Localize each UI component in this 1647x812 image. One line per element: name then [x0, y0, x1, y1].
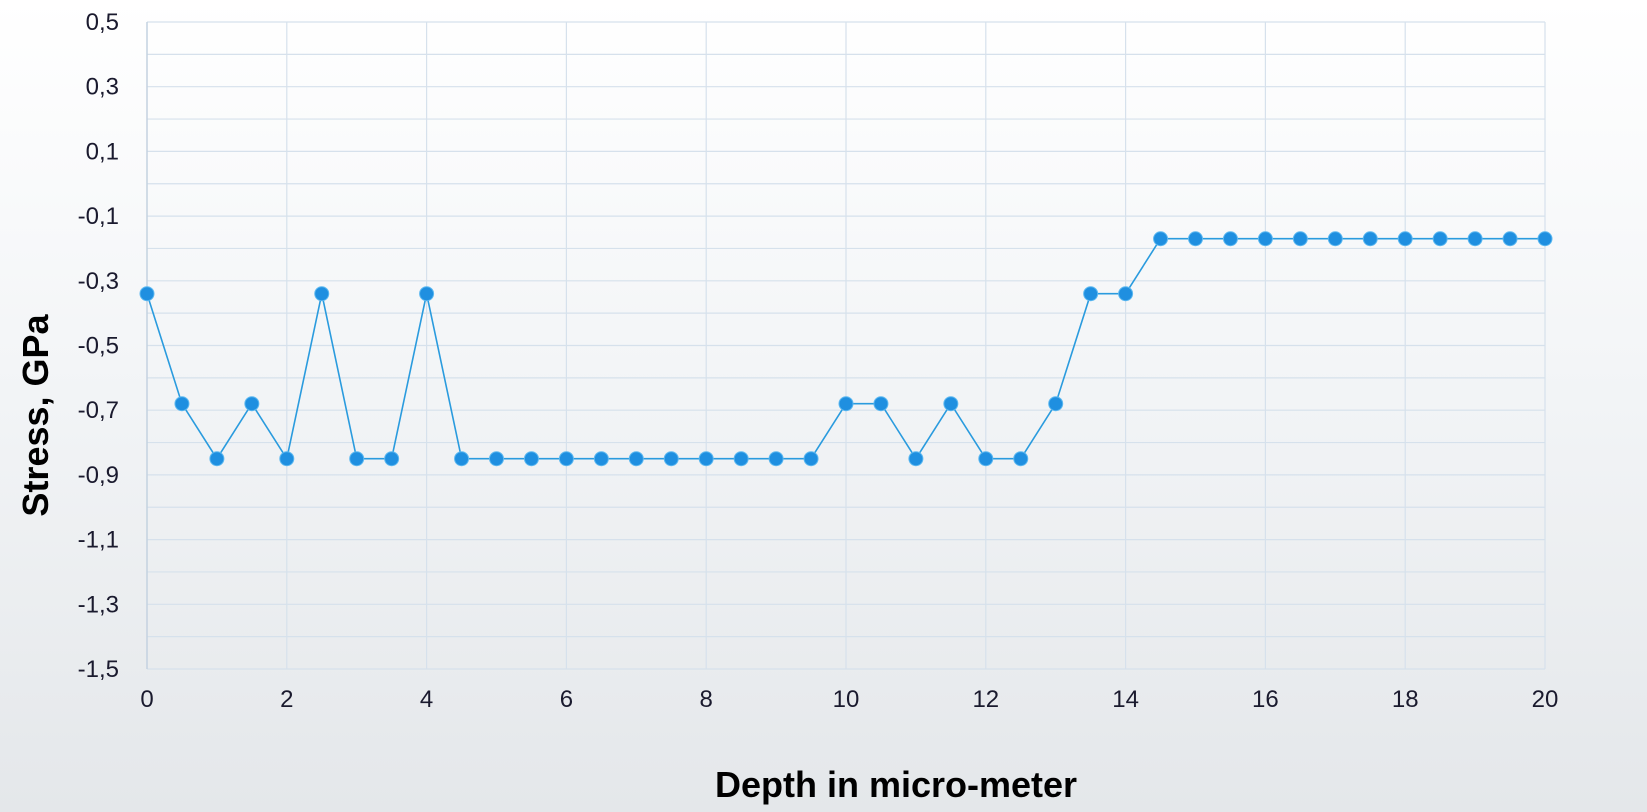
data-point: [1013, 451, 1029, 467]
data-point: [1292, 231, 1308, 247]
x-axis-title: Depth in micro-meter: [715, 764, 1077, 805]
data-point: [1118, 286, 1134, 302]
data-point: [943, 396, 959, 412]
data-point: [1502, 231, 1518, 247]
horizontal-gridlines: [147, 21, 1545, 670]
x-tick-label: 2: [280, 686, 293, 713]
data-point: [489, 451, 504, 467]
y-tick-label: -1,1: [78, 527, 119, 554]
data-point: [139, 286, 155, 302]
data-point: [1397, 231, 1413, 247]
data-point: [454, 451, 470, 467]
y-tick-label: -0,9: [78, 462, 119, 489]
data-point: [1362, 231, 1378, 247]
data-markers: [139, 231, 1553, 467]
y-tick-label: -1,3: [78, 591, 119, 618]
y-tick-label: 0,1: [86, 138, 119, 165]
y-tick-label: 0,3: [86, 74, 119, 101]
data-point: [768, 451, 784, 467]
data-point: [628, 451, 644, 467]
x-tick-label: 4: [420, 686, 433, 713]
x-tick-label: 6: [560, 686, 573, 713]
x-tick-label: 18: [1392, 686, 1419, 713]
data-point: [593, 451, 609, 467]
data-point: [558, 451, 574, 467]
data-point: [698, 451, 714, 467]
data-point: [314, 286, 330, 302]
data-point: [1467, 231, 1483, 247]
data-point: [1083, 286, 1099, 302]
data-point: [349, 451, 365, 467]
data-point: [908, 451, 924, 467]
x-tick-label: 0: [140, 686, 153, 713]
x-tick-label: 12: [972, 686, 999, 713]
data-point: [1537, 231, 1553, 247]
data-point: [1188, 231, 1203, 247]
data-point: [1222, 231, 1238, 247]
data-point: [873, 396, 889, 412]
data-point: [419, 286, 435, 302]
x-tick-label: 16: [1252, 686, 1279, 713]
x-tick-label: 20: [1532, 686, 1559, 713]
data-point: [838, 396, 854, 412]
data-point: [244, 396, 260, 412]
data-point: [1432, 231, 1448, 247]
data-point: [733, 451, 749, 467]
x-tick-labels: 0 2 4 6 8 10 12 14 16 18 20: [140, 686, 1558, 713]
y-tick-label: -0,7: [78, 397, 119, 424]
data-point: [209, 451, 225, 467]
x-tick-label: 10: [833, 686, 860, 713]
data-point: [1153, 231, 1169, 247]
data-point: [1257, 231, 1273, 247]
data-point: [803, 451, 819, 467]
data-point: [279, 451, 295, 467]
y-tick-label: -0,5: [78, 333, 119, 360]
x-tick-label: 14: [1112, 686, 1139, 713]
data-point: [384, 451, 400, 467]
data-point: [978, 451, 994, 467]
y-tick-label: -0,3: [78, 268, 119, 295]
y-tick-label: -0,1: [78, 203, 119, 230]
data-point: [1327, 231, 1343, 247]
y-axis-title: Stress, GPa: [15, 313, 56, 516]
data-point: [663, 451, 679, 467]
x-tick-label: 8: [700, 686, 713, 713]
data-point: [1048, 396, 1064, 412]
data-point: [523, 451, 539, 467]
y-tick-labels: 0,5 0,3 0,1 -0,1 -0,3 -0,5 -0,7 -0,9 -1,1 -1,3 -1,…: [78, 9, 119, 683]
y-tick-label: -1,5: [78, 656, 119, 683]
y-tick-label: 0,5: [86, 9, 119, 36]
data-point: [174, 396, 190, 412]
